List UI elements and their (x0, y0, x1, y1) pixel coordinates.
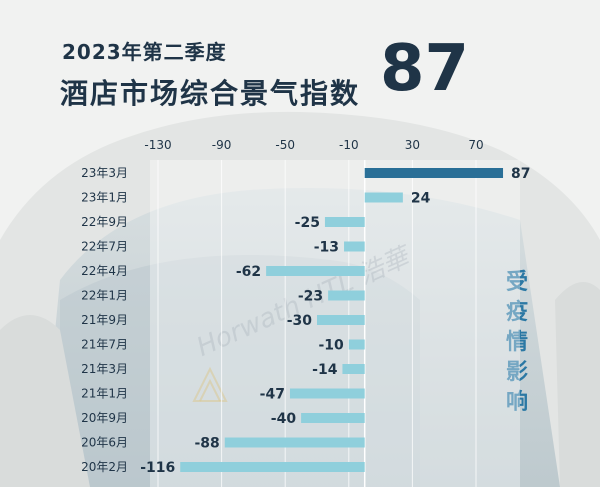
bar-value-label: -25 (295, 215, 320, 231)
horwath-logo-icon (192, 366, 228, 402)
bar-value-label: -13 (314, 240, 339, 256)
bar-value-label: -62 (236, 264, 261, 280)
category-label: 22年9月 (81, 215, 128, 229)
x-tick-label: -50 (275, 138, 295, 152)
category-label: 20年2月 (81, 460, 128, 474)
side-note-covid-impact: 受 疫 情 影 响 (497, 268, 537, 418)
side-note-char: 情 (497, 328, 537, 358)
category-label: 20年9月 (81, 411, 128, 425)
bar (301, 413, 365, 423)
category-label: 23年3月 (81, 166, 128, 180)
bar (289, 388, 365, 399)
bar-value-label: -116 (140, 460, 175, 476)
bar-value-label: 24 (411, 191, 431, 207)
category-label: 20年6月 (81, 436, 128, 450)
category-label: 21年3月 (81, 362, 128, 376)
category-label: 21年9月 (81, 313, 128, 327)
x-tick-label: -90 (212, 138, 232, 152)
bar (328, 290, 365, 301)
bar-value-label: -30 (287, 313, 313, 329)
side-note-char: 响 (497, 388, 537, 418)
bar-value-label: -14 (312, 362, 338, 378)
chart-subtitle: 2023年第二季度 (62, 40, 227, 64)
category-label: 21年1月 (81, 387, 128, 401)
side-note-char: 疫 (497, 298, 537, 328)
x-tick-label: -10 (339, 138, 359, 152)
bar (180, 462, 365, 472)
bar (344, 241, 365, 252)
bar-value-label: -10 (319, 338, 345, 354)
bar (342, 364, 365, 374)
category-label: 22年7月 (81, 240, 128, 254)
bar (224, 437, 365, 448)
bar (266, 266, 365, 276)
side-note-char: 受 (497, 268, 537, 298)
bar (348, 339, 365, 350)
x-tick-label: -130 (144, 138, 171, 152)
bar (364, 192, 403, 203)
x-tick-label: 30 (405, 138, 420, 152)
bar-value-label: -88 (194, 436, 219, 452)
category-label: 23年1月 (81, 191, 128, 205)
category-label: 21年7月 (81, 338, 128, 352)
bar (324, 217, 365, 227)
bar-value-label: -40 (271, 411, 297, 427)
bar (317, 315, 365, 325)
side-note-char: 影 (497, 358, 537, 388)
bar-value-label: -23 (298, 289, 323, 305)
category-label: 22年1月 (81, 289, 128, 303)
headline-index-value: 87 (380, 32, 470, 106)
category-label: 22年4月 (81, 264, 128, 278)
bar-value-label: -47 (260, 387, 285, 403)
bar-value-label: 87 (511, 166, 530, 182)
bar (364, 168, 504, 178)
chart-title: 酒店市场综合景气指数 (60, 77, 361, 110)
x-tick-label: 70 (468, 138, 483, 152)
